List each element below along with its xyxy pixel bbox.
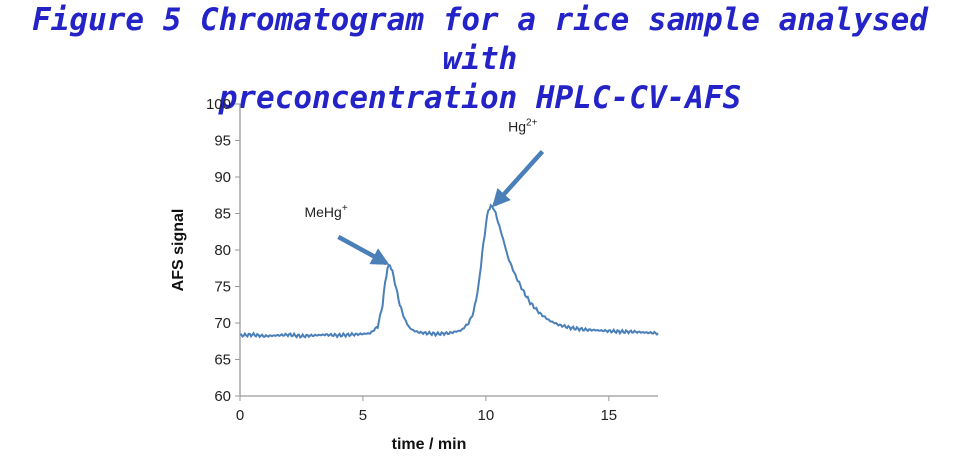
peak-label: MeHg+ bbox=[304, 203, 347, 220]
peak-label: Hg2+ bbox=[508, 118, 537, 135]
x-tick-label: 10 bbox=[478, 407, 495, 424]
y-tick-label: 100 bbox=[206, 96, 231, 113]
y-tick-label: 60 bbox=[214, 388, 231, 405]
chart-annotations: MeHg+ Hg2+ bbox=[304, 118, 545, 266]
y-tick-label: 65 bbox=[214, 352, 231, 369]
y-tick-label: 80 bbox=[214, 242, 231, 259]
afs-signal-line bbox=[239, 203, 659, 339]
x-tick-label: 0 bbox=[236, 407, 244, 424]
y-tick-label: 70 bbox=[214, 315, 231, 332]
y-axis-label: AFS signal bbox=[170, 209, 187, 292]
y-tick-label: 95 bbox=[214, 133, 231, 150]
x-tick-label: 15 bbox=[600, 407, 617, 424]
y-tick-label: 85 bbox=[214, 206, 231, 223]
figure-title: Figure 5 Chromatogram for a rice sample … bbox=[0, 0, 960, 118]
peak-arrow bbox=[337, 234, 390, 266]
x-tick-label: 5 bbox=[359, 407, 367, 424]
chart-ticks: 60 65 70 75 80 85 90 95 100 0 5 10 15 bbox=[206, 96, 617, 424]
x-axis-label: time / min bbox=[392, 436, 467, 453]
chart-axes bbox=[239, 104, 658, 397]
y-tick-label: 90 bbox=[214, 169, 231, 186]
y-tick-label: 75 bbox=[214, 279, 231, 296]
figure-title-line-1: Figure 5 Chromatogram for a rice sample … bbox=[32, 2, 928, 77]
peak-arrow bbox=[492, 149, 545, 208]
figure-title-line-2: preconcentration HPLC-CV-AFS bbox=[218, 80, 742, 116]
